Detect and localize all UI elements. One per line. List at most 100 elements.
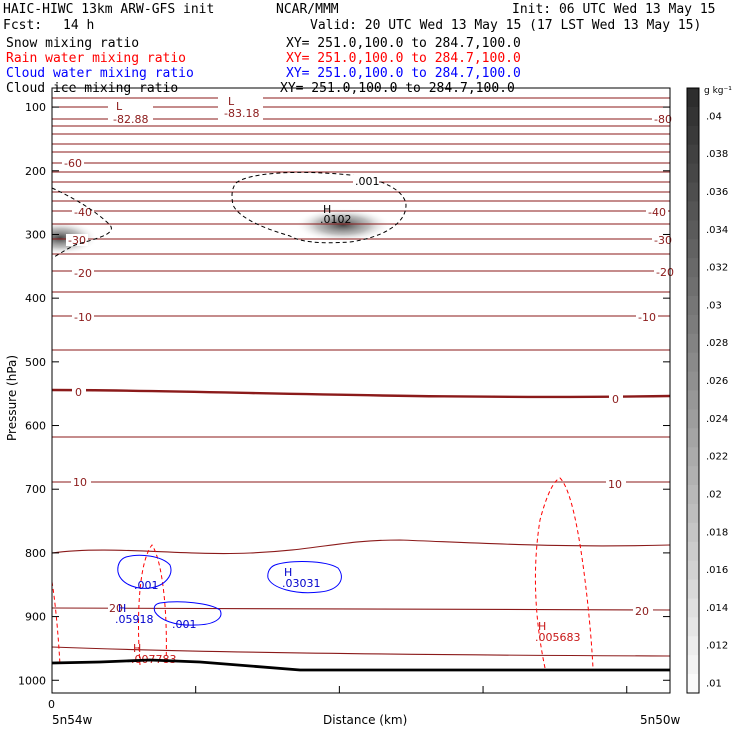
colorbar-cell-19: [687, 447, 699, 467]
y-tick-label-600: 600: [25, 420, 46, 433]
temp-label-right-neg20: -20: [656, 266, 674, 279]
cloud-water-contours: [117, 554, 342, 626]
colorbar-cell-25: [687, 560, 699, 581]
colorbar-cell-9: [687, 258, 699, 278]
y-tick-label-100: 100: [25, 101, 46, 114]
y-tick-label-1000: 1000: [18, 674, 46, 687]
field-xy-rain: XY= 251.0,100.0 to 284.7,100.0: [286, 51, 521, 66]
temp-label-left-20: 20: [109, 602, 123, 615]
temp-label-left-neg20: -20: [74, 267, 92, 280]
colorbar-label-7: .026: [706, 376, 728, 387]
temp-label-left-neg60: -60: [64, 157, 82, 170]
colorbar: .04 .038 .036 .034 .032 .03 .028 .026 .024 .022 .0…: [686, 87, 728, 694]
temp-label-left-neg10: -10: [74, 311, 92, 324]
colorbar-label-9: .022: [706, 452, 728, 463]
field-label-snow: Snow mixing ratio: [6, 36, 140, 51]
colorbar-label-12: .016: [706, 565, 728, 576]
rain-high-value-2: .005683: [535, 631, 581, 644]
colorbar-cell-18: [687, 428, 699, 448]
temp-label-right-neg10: -10: [638, 311, 656, 324]
rain-high-marker-1: H: [133, 642, 141, 655]
forecast-label: Fcst:: [3, 18, 43, 33]
cloud-water-high-value-2: .05918: [115, 613, 154, 626]
center-label: NCAR/MMM: [276, 2, 339, 17]
low-marker-2: L: [228, 95, 235, 108]
rain-contour-left: [138, 544, 167, 666]
cloud-water-contour-label-2: .001: [172, 618, 197, 631]
colorbar-cell-2: [687, 125, 699, 146]
colorbar-cell-8: [687, 239, 699, 259]
colorbar-cell-22: [687, 503, 699, 524]
snow-contour-upper: [231, 171, 407, 244]
x-tick-label-0: 0: [48, 698, 55, 711]
low-value-1: -82.88: [113, 113, 148, 126]
rain-contours: [51, 477, 594, 669]
colorbar-cell-10: [687, 277, 699, 297]
y-tick-label-500: 500: [25, 356, 46, 369]
snow-shade-upper: [295, 208, 391, 242]
rain-contour-edge: [51, 581, 61, 666]
colorbar-cell-3: [687, 144, 699, 165]
field-label-rain: Rain water mixing ratio: [6, 51, 187, 66]
cloud-water-contour-2: [267, 561, 342, 594]
colorbar-label-14: .012: [706, 641, 728, 652]
snow-high-value: .0102: [320, 213, 352, 226]
snow-contours: [51, 171, 407, 259]
colorbar-label-6: .028: [706, 338, 728, 349]
cloud-water-high-marker-2: H: [118, 602, 126, 615]
forecast-hour: 14 h: [63, 18, 95, 33]
colorbar-label-1: .038: [706, 149, 728, 160]
colorbar-cell-26: [687, 579, 699, 599]
temp-label-right-neg80: -80: [654, 113, 672, 126]
colorbar-cell-5: [687, 182, 699, 202]
low-marker-1: L: [116, 100, 123, 113]
field-xy-cloud-water: XY= 251.0,100.0 to 284.7,100.0: [286, 66, 521, 81]
terrain-line: [51, 658, 670, 672]
colorbar-cell-0: [687, 88, 699, 108]
temp-label-left-neg30: -30: [68, 234, 86, 247]
colorbar-cell-16: [687, 390, 699, 410]
temperature-contour-labels: -80 -60 -40 -40 -30 -30 -20 -20 -10 -10 …: [62, 94, 676, 618]
field-label-cloud-water: Cloud water mixing ratio: [6, 66, 194, 81]
cloud-water-high-marker-1: H: [284, 566, 292, 579]
cloud-water-labels: .001 .001 H .03031 H .05918: [115, 566, 321, 631]
colorbar-label-10: .02: [706, 489, 722, 500]
colorbar-label-4: .032: [706, 263, 728, 274]
temperature-contours: [52, 97, 670, 657]
colorbar-cell-20: [687, 466, 699, 486]
colorbar-label-5: .03: [706, 300, 722, 311]
plot-frame: [51, 87, 671, 694]
temp-label-left-neg40: -40: [74, 206, 92, 219]
colorbar-cell-4: [687, 163, 699, 184]
colorbar-label-13: .014: [706, 603, 728, 614]
colorbar-cell-24: [687, 541, 699, 562]
colorbar-frame: [686, 87, 700, 694]
temp-label-right-0: 0: [612, 393, 619, 406]
y-axis-label: Pressure (hPa): [5, 355, 19, 441]
rain-contour-right: [534, 477, 594, 669]
colorbar-label-11: .018: [706, 527, 728, 538]
colorbar-cell-31: [687, 674, 699, 694]
y-tick-label-700: 700: [25, 483, 46, 496]
colorbar-cell-13: [687, 333, 699, 354]
colorbar-cell-29: [687, 636, 699, 656]
colorbar-cell-21: [687, 485, 699, 505]
x-right-end-label: 5n50w: [640, 713, 681, 727]
init-time: Init: 06 UTC Wed 13 May 15: [512, 2, 716, 17]
temp-label-right-neg30: -30: [654, 234, 672, 247]
colorbar-cell-15: [687, 371, 699, 391]
y-tick-label-200: 200: [25, 165, 46, 178]
x-axis: 0 5n54w 5n50w Distance (km): [48, 686, 681, 727]
colorbar-label-15: .01: [706, 679, 722, 690]
snow-contour-label: .001: [355, 175, 380, 188]
y-tick-label-300: 300: [25, 228, 46, 241]
valid-time: Valid: 20 UTC Wed 13 May 15 (17 LST Wed …: [310, 18, 702, 33]
colorbar-cell-28: [687, 617, 699, 637]
colorbar-cell-23: [687, 522, 699, 543]
y-tick-label-900: 900: [25, 611, 46, 624]
temp-label-right-neg40: -40: [648, 206, 666, 219]
cloud-water-contour-1: [117, 554, 172, 589]
field-xy-snow: XY= 251.0,100.0 to 284.7,100.0: [286, 36, 521, 51]
